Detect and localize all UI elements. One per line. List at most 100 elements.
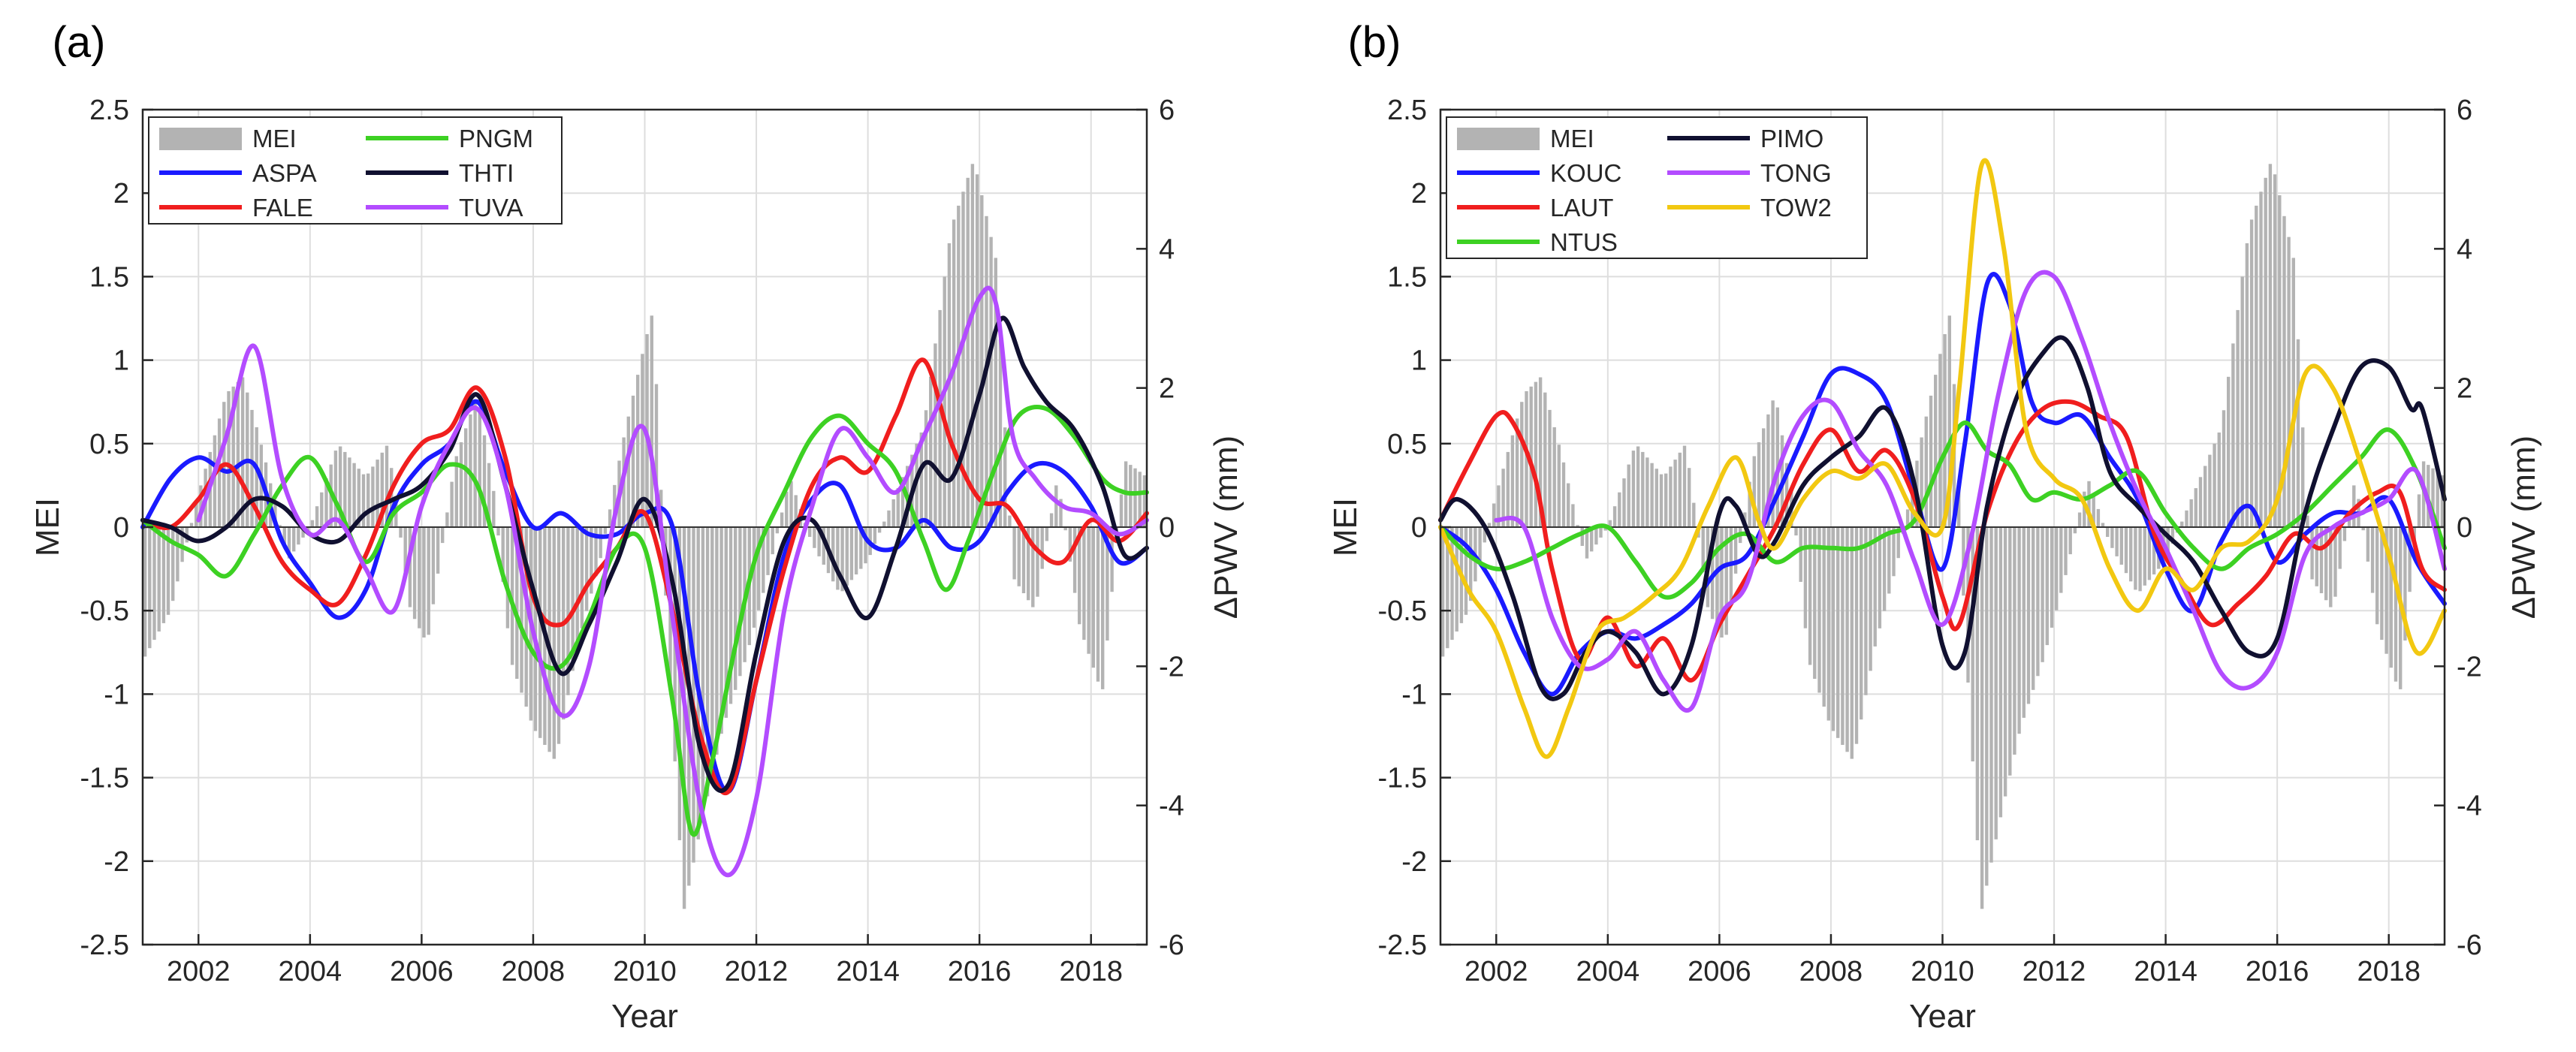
- legend-label: THTI: [459, 159, 514, 187]
- x-tick-label: 2006: [390, 956, 454, 987]
- mei-bar: [1887, 527, 1891, 594]
- mei-bar: [2036, 527, 2040, 677]
- mei-bar: [390, 468, 394, 527]
- mei-bar: [557, 527, 561, 744]
- mei-bar: [1831, 527, 1835, 731]
- mei-bar: [547, 527, 551, 752]
- mei-bar: [650, 315, 653, 527]
- mei-bar: [599, 527, 602, 559]
- mei-bar: [2236, 309, 2240, 527]
- legend-item: FALE: [159, 194, 313, 222]
- mei-bar: [496, 527, 500, 536]
- mei-bar: [1678, 452, 1682, 527]
- mei-bar: [613, 484, 617, 527]
- mei-bar: [1860, 527, 1863, 720]
- mei-bar: [864, 527, 867, 564]
- mei-bar: [2319, 527, 2324, 593]
- mei-bar: [1873, 527, 1877, 647]
- y-left-tick-label: 1: [113, 345, 129, 377]
- mei-bar: [970, 164, 975, 528]
- mei-bar: [2310, 527, 2314, 580]
- mei-bar: [1585, 527, 1589, 559]
- legend-item: LAUT: [1457, 194, 1613, 222]
- x-tick-label: 2018: [1059, 956, 1123, 987]
- mei-bar: [1980, 527, 1984, 909]
- mei-bar: [501, 527, 505, 582]
- mei-bar: [687, 527, 691, 886]
- mei-bar: [2087, 481, 2091, 527]
- mei-bar: [1905, 509, 1910, 527]
- mei-bar: [775, 527, 780, 534]
- mei-bar: [2170, 527, 2175, 544]
- mei-bar: [510, 527, 514, 665]
- mei-bar: [1659, 474, 1664, 527]
- y-right-tick-label: 2: [1159, 373, 1175, 405]
- mei-bar: [310, 520, 315, 527]
- mei-bar: [728, 527, 733, 704]
- mei-bar: [2338, 527, 2342, 569]
- y-left-tick-label: 1.5: [1387, 261, 1427, 293]
- x-tick-label: 2008: [1799, 956, 1863, 987]
- mei-bar: [1618, 492, 1621, 527]
- series-line-ntus: [1438, 420, 2447, 600]
- mei-bar: [1826, 527, 1830, 721]
- mei-bar: [473, 400, 477, 527]
- mei-bar: [343, 451, 347, 527]
- y-right-tick-label: 2: [2457, 373, 2472, 405]
- x-tick-label: 2016: [2246, 956, 2309, 987]
- mei-bar: [2217, 433, 2221, 527]
- mei-bar: [348, 457, 351, 527]
- mei-bar: [1748, 481, 1751, 527]
- mei-bar: [2026, 527, 2031, 704]
- mei-bar: [2324, 527, 2328, 601]
- mei-bar: [2264, 177, 2267, 528]
- mei-bar: [2092, 495, 2095, 527]
- mei-bar: [1590, 527, 1594, 552]
- y-left-axis-title: MEI: [29, 498, 66, 556]
- mei-bar: [1576, 525, 1579, 527]
- mei-bar: [1757, 442, 1761, 527]
- mei-bar: [929, 376, 933, 527]
- mei-bar: [859, 527, 863, 569]
- legend-swatch-mei: [159, 128, 242, 150]
- mei-bar: [459, 442, 463, 527]
- mei-bar: [195, 503, 198, 527]
- mei-bar: [431, 527, 436, 604]
- mei-bar: [626, 416, 630, 527]
- mei-bar: [376, 460, 379, 527]
- mei-bar: [2361, 527, 2365, 531]
- x-tick-label: 2010: [613, 956, 677, 987]
- legend: MEI KOUC LAUT NTUS PIMO TONG TOW2: [1446, 116, 1868, 259]
- mei-bar: [2306, 515, 2309, 527]
- mei-bar: [1446, 527, 1449, 649]
- mei-bar: [780, 512, 784, 527]
- mei-bar: [1106, 527, 1109, 641]
- mei-bar: [1059, 499, 1063, 527]
- mei-bar: [1929, 395, 1933, 527]
- mei-bar: [2050, 527, 2054, 628]
- y-right-axis-title: ΔPWV (mm): [2505, 436, 2542, 619]
- y-right-axis-title: ΔPWV (mm): [1208, 436, 1244, 619]
- legend-item: NTUS: [1457, 228, 1618, 256]
- mei-bar: [2032, 527, 2035, 690]
- mei-bar: [1938, 354, 1942, 527]
- mei-bar: [1142, 475, 1147, 527]
- mei-bar: [1998, 527, 2003, 818]
- legend-label: KOUC: [1550, 159, 1621, 187]
- mei-bar: [1766, 414, 1770, 527]
- mei-bar: [771, 527, 774, 555]
- legend-item: TUVA: [366, 194, 523, 222]
- x-tick-label: 2002: [1464, 956, 1528, 987]
- legend-label: NTUS: [1550, 228, 1618, 256]
- mei-bar: [338, 446, 342, 527]
- mei-bar: [1440, 527, 1445, 657]
- mei-bar: [2417, 494, 2421, 527]
- mei-bar: [1506, 451, 1510, 527]
- mei-bar: [2073, 527, 2077, 534]
- mei-bar: [2022, 527, 2026, 718]
- mei-bar: [1078, 527, 1081, 625]
- mei-bar: [2222, 410, 2226, 527]
- mei-bar: [1008, 515, 1012, 527]
- mei-bar: [603, 527, 608, 534]
